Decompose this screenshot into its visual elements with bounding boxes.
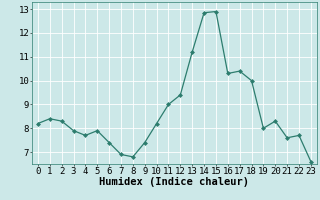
X-axis label: Humidex (Indice chaleur): Humidex (Indice chaleur) [100,177,249,187]
